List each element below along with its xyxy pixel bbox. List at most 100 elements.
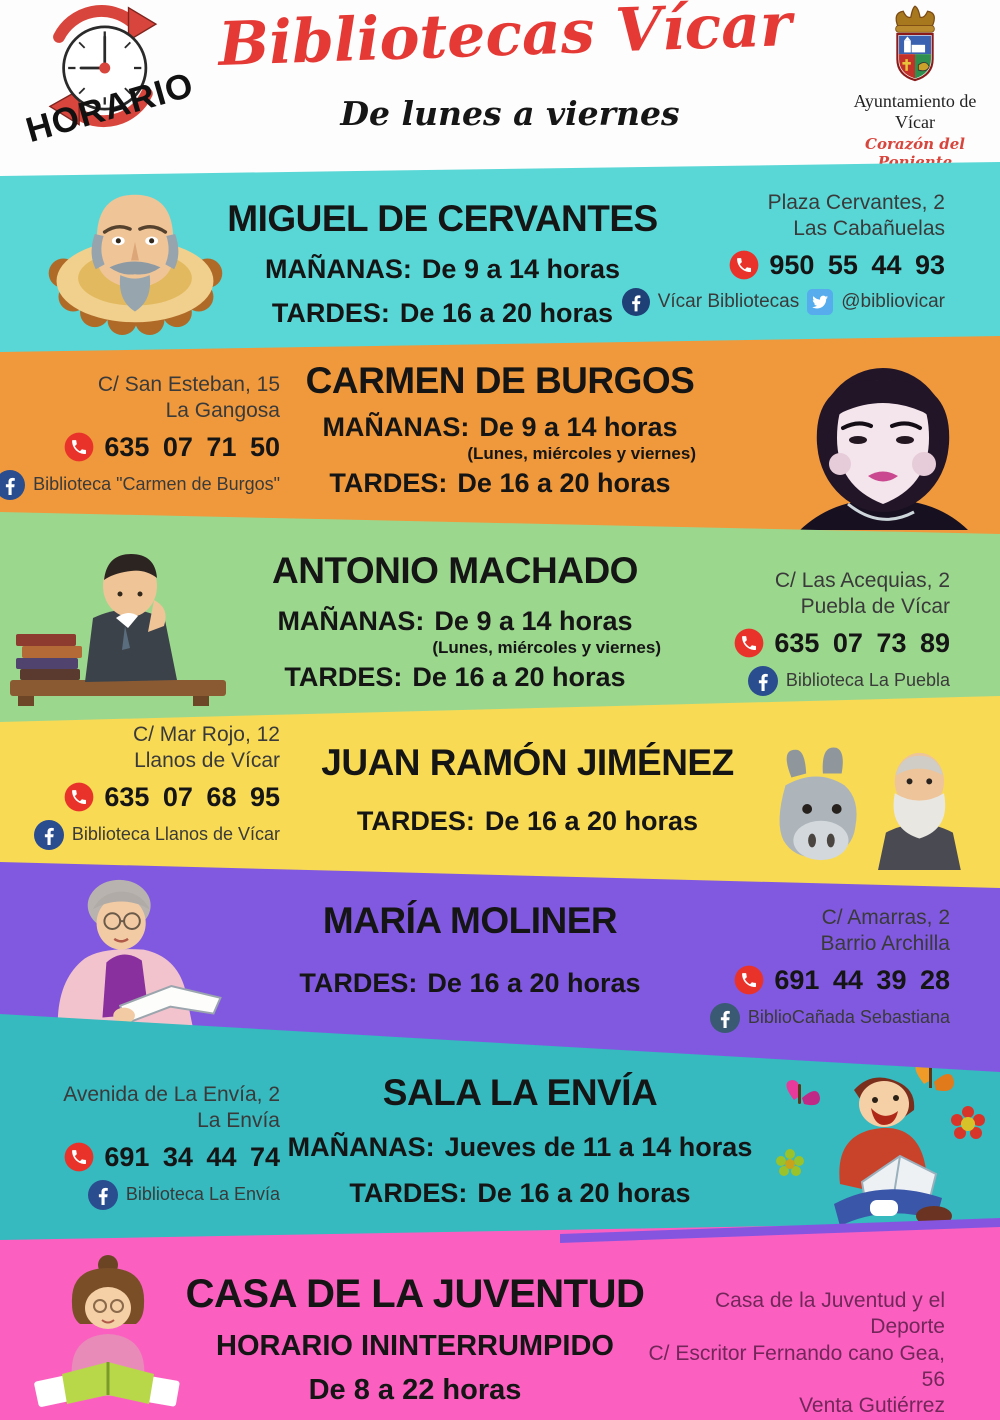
morning-label: MAÑANAS: — [277, 606, 425, 636]
afternoon-value: De 16 a 20 horas — [412, 662, 626, 692]
library-name: CASA DE LA JUVENTUD — [185, 1272, 645, 1316]
address-line: C/ San Esteban, 15 — [97, 373, 280, 396]
contact-info: Casa de la Juventud y el Deporte C/ Escr… — [635, 1288, 945, 1419]
council-name: Ayuntamiento de Vícar — [853, 91, 977, 132]
phone-icon — [64, 1142, 94, 1172]
phone-row: 691 44 39 28 — [734, 965, 950, 996]
address: C/ Las Acequias, 2 Puebla de Vícar — [775, 568, 950, 621]
address: C/ Amarras, 2 Barrio Archilla — [820, 905, 950, 958]
morning-value: Jueves de 11 a 14 horas — [444, 1132, 753, 1162]
boy-reading-illustration — [772, 1060, 992, 1232]
facebook-row: Biblioteca Llanos de Vícar — [33, 819, 280, 850]
afternoon-schedule: TARDES: De 16 a 20 horas — [285, 1178, 755, 1209]
schedule-line-2: De 8 a 22 horas — [308, 1374, 522, 1406]
library-name: MARÍA MOLINER — [322, 900, 618, 941]
address-line: C/ Escritor Fernando cano Gea, 56 — [648, 1341, 945, 1391]
address: C/ Mar Rojo, 12 Llanos de Vícar — [133, 722, 280, 775]
afternoon-schedule: TARDES: De 16 a 20 horas — [290, 468, 710, 499]
facebook-handle: BiblioCañada Sebastiana — [747, 1007, 950, 1027]
twitter-handle: @bibliovicar — [841, 290, 945, 312]
library-name: SALA LA ENVÍA — [382, 1072, 658, 1113]
address-line: Llanos de Vícar — [134, 749, 280, 773]
library-name: ANTONIO MACHADO — [272, 550, 638, 591]
facebook-handle: Biblioteca La Puebla — [785, 670, 950, 690]
facebook-icon — [0, 469, 26, 500]
morning-label: MAÑANAS: — [287, 1132, 435, 1162]
morning-label: MAÑANAS: — [322, 412, 470, 442]
morning-schedule: MAÑANAS: De 9 a 14 horas — [235, 606, 675, 637]
facebook-row: Biblioteca La Envía — [87, 1179, 280, 1210]
morning-note: (Lunes, miércoles y viernes) — [432, 638, 661, 657]
morning-label: MAÑANAS: — [264, 254, 412, 284]
address: Plaza Cervantes, 2 Las Cabañuelas — [768, 190, 945, 243]
facebook-handle: Vícar Bibliotecas — [657, 290, 800, 312]
phone-row: 635 07 71 50 — [64, 432, 280, 463]
schedule-line-1: HORARIO ININTERRUMPIDO — [216, 1330, 614, 1362]
address-line: Barrio Archilla — [820, 932, 950, 956]
girl-reading-illustration — [30, 1252, 185, 1417]
phone-number: 950 55 44 93 — [769, 249, 945, 280]
phone-row: 950 55 44 93 — [729, 250, 945, 281]
phone-row: 691 34 44 74 — [64, 1142, 280, 1173]
facebook-row: Biblioteca "Carmen de Burgos" — [0, 469, 280, 500]
afternoon-schedule: TARDES: De 16 a 20 horas — [255, 968, 685, 999]
facebook-handle: Biblioteca La Envía — [125, 1184, 280, 1204]
phone-icon — [734, 628, 764, 658]
address-line: Plaza Cervantes, 2 — [767, 191, 945, 214]
address-line: Casa de la Juventud y el Deporte — [715, 1289, 945, 1339]
phone-row: 635 07 68 95 — [64, 782, 280, 813]
library-name: CARMEN DE BURGOS — [305, 360, 695, 401]
address: Casa de la Juventud y el Deporte C/ Escr… — [635, 1288, 945, 1419]
afternoon-value: De 16 a 20 horas — [477, 1178, 691, 1208]
afternoon-label: TARDES: — [284, 662, 403, 692]
facebook-icon — [747, 665, 778, 696]
address: Avenida de La Envía, 2 La Envía — [63, 1082, 280, 1135]
council-crest: Ayuntamiento de Vícar Corazón del Ponien… — [842, 2, 988, 171]
contact-info: C/ Mar Rojo, 12 Llanos de Vícar 635 07 6… — [5, 722, 280, 850]
address-line: Puebla de Vícar — [800, 595, 950, 619]
coat-of-arms-icon — [895, 5, 935, 82]
afternoon-label: TARDES: — [329, 468, 448, 498]
facebook-row: BiblioCañada Sebastiana — [709, 1002, 950, 1033]
phone-icon — [64, 782, 94, 812]
afternoon-label: TARDES: — [356, 806, 475, 836]
phone-number: 635 07 71 50 — [104, 431, 280, 462]
facebook-icon — [87, 1179, 118, 1210]
twitter-icon — [807, 288, 834, 315]
address-line: La Envía — [197, 1109, 280, 1133]
facebook-handle: Biblioteca Llanos de Vícar — [71, 824, 280, 844]
address-line: La Gangosa — [165, 399, 280, 423]
afternoon-label: TARDES: — [271, 298, 390, 328]
juan-ramon-jimenez-illustration — [768, 742, 993, 870]
phone-number: 635 07 73 89 — [774, 627, 950, 658]
library-name: MIGUEL DE CERVANTES — [227, 198, 658, 239]
morning-note: (Lunes, miércoles y viernes) — [467, 444, 696, 463]
antonio-machado-illustration — [8, 538, 228, 706]
address-line: C/ Las Acequias, 2 — [774, 569, 950, 592]
afternoon-schedule: TARDES: De 16 a 20 horas — [235, 662, 675, 693]
phone-icon — [64, 432, 94, 462]
address: C/ San Esteban, 15 La Gangosa — [98, 372, 280, 425]
afternoon-schedule: TARDES: De 16 a 20 horas — [270, 806, 785, 837]
afternoon-schedule: TARDES: De 16 a 20 horas — [225, 298, 660, 329]
phone-number: 691 34 44 74 — [104, 1141, 280, 1172]
contact-info: Avenida de La Envía, 2 La Envía 691 34 4… — [5, 1082, 280, 1210]
contact-info: C/ Amarras, 2 Barrio Archilla 691 44 39 … — [695, 905, 950, 1033]
poster-subtitle: De lunes a viernes — [340, 94, 680, 133]
facebook-icon — [709, 1002, 740, 1033]
morning-schedule: MAÑANAS: Jueves de 11 a 14 horas — [285, 1132, 755, 1163]
morning-value: De 9 a 14 horas — [479, 412, 678, 442]
address-line: Las Cabañuelas — [793, 217, 945, 241]
phone-number: 635 07 68 95 — [104, 781, 280, 812]
afternoon-value: De 16 a 20 horas — [427, 968, 641, 998]
morning-schedule: MAÑANAS: De 9 a 14 horas — [225, 254, 660, 285]
poster-title: Bibliotecas Vícar — [217, 0, 793, 80]
library-name: JUAN RAMÓN JIMÉNEZ — [321, 742, 734, 783]
phone-icon — [734, 965, 764, 995]
contact-info: C/ San Esteban, 15 La Gangosa 635 07 71 … — [0, 372, 280, 500]
address-line: Avenida de La Envía, 2 — [63, 1083, 280, 1106]
facebook-icon — [33, 819, 64, 850]
afternoon-value: De 16 a 20 horas — [484, 806, 699, 836]
